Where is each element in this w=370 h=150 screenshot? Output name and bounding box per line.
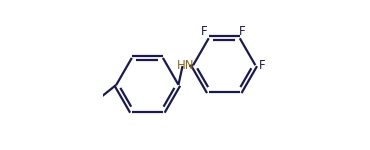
Text: HN: HN — [177, 59, 195, 72]
Text: F: F — [239, 25, 246, 38]
Text: F: F — [259, 59, 265, 72]
Text: F: F — [201, 25, 208, 38]
